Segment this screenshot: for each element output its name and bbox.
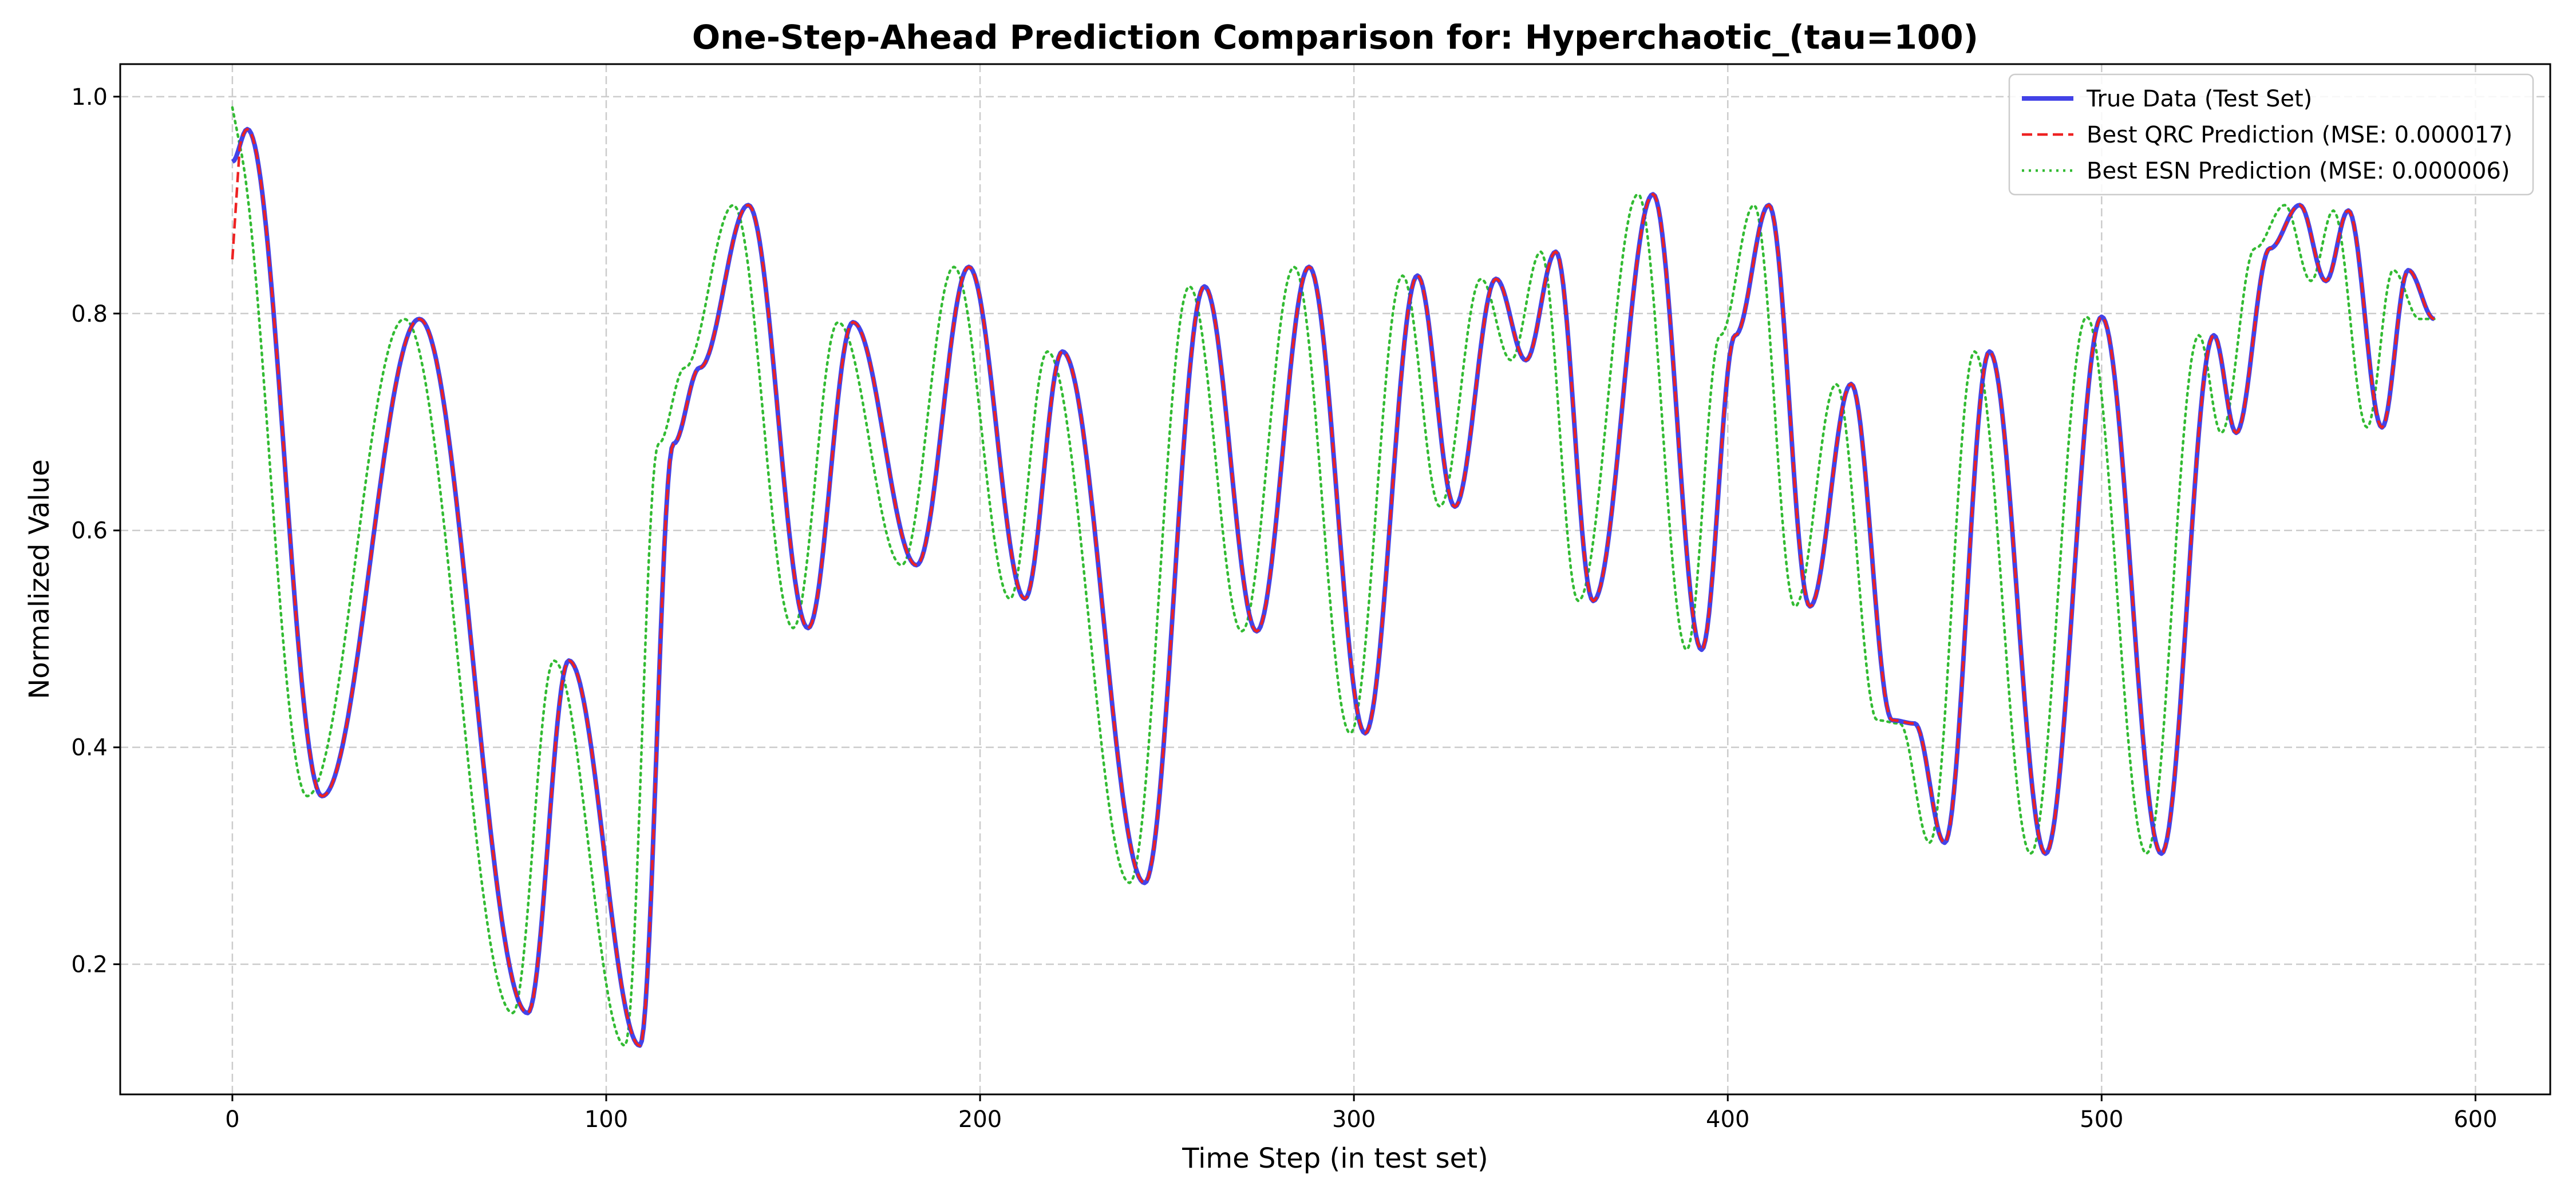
x-axis-label: Time Step (in test set) <box>1182 1142 1488 1175</box>
y-tick-label: 0.2 <box>71 952 108 978</box>
y-tick-label: 0.8 <box>71 301 108 327</box>
series-line-2 <box>231 106 2436 1047</box>
chart-title: One-Step-Ahead Prediction Comparison for… <box>692 18 1978 57</box>
x-tick-label: 200 <box>958 1106 1002 1133</box>
grid <box>120 64 2550 1094</box>
y-tick-label: 1.0 <box>71 84 108 110</box>
legend-label-0: True Data (Test Set) <box>2086 86 2312 112</box>
x-tick-label: 0 <box>225 1106 239 1133</box>
plot-frame <box>119 63 2551 1096</box>
x-tick-label: 300 <box>1332 1106 1376 1133</box>
x-tick-label: 400 <box>1706 1106 1749 1133</box>
x-tick-label: 500 <box>2080 1106 2123 1133</box>
y-tick-label: 0.4 <box>71 735 108 761</box>
x-tick-label: 100 <box>584 1106 628 1133</box>
legend: True Data (Test Set) Best QRC Prediction … <box>2008 73 2534 196</box>
y-tick-label: 0.6 <box>71 518 108 544</box>
ticks: 0 100 200 300 400 500 600 0.2 0.4 0.6 0.8 1.0 <box>71 84 2497 1133</box>
series-line-0 <box>231 126 2435 1048</box>
legend-label-1: Best QRC Prediction (MSE: 0.000017) <box>2087 122 2512 148</box>
legend-label-2: Best ESN Prediction (MSE: 0.000006) <box>2087 158 2510 184</box>
y-axis-label: Normalized Value <box>23 459 56 699</box>
legend-box <box>2008 73 2534 196</box>
series-layer <box>231 106 2436 1048</box>
x-tick-label: 600 <box>2453 1106 2497 1133</box>
series-line-1 <box>231 128 2435 1047</box>
